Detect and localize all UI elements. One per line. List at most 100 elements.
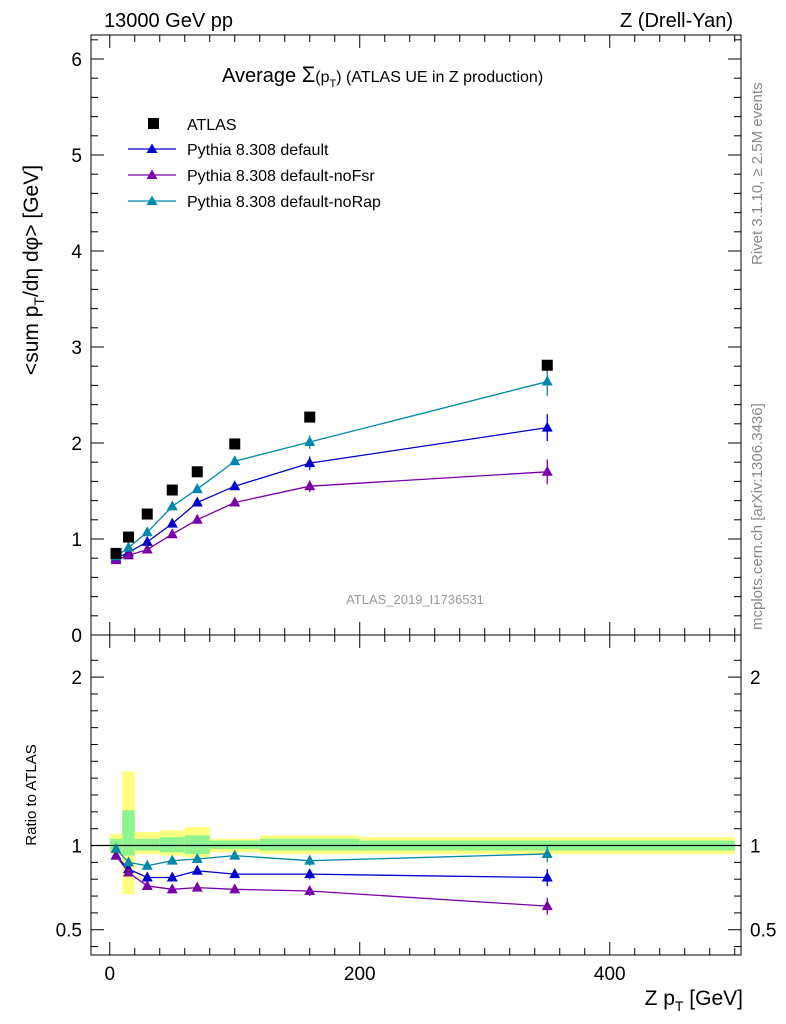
data-point (141, 508, 153, 520)
series-point (141, 535, 153, 546)
ratio-line-0 (115, 855, 548, 879)
ratio-stat-band (159, 837, 185, 853)
series-point (541, 465, 553, 476)
ratio-point (229, 883, 241, 894)
series-point (229, 496, 241, 507)
header-process: Z (Drell-Yan) (620, 10, 733, 32)
main-axis-ticks: 0 1 2 3 4 5 6 (71, 35, 741, 647)
ratio-point (110, 842, 122, 853)
series-point (229, 455, 241, 466)
series-point (123, 541, 134, 552)
x-axis-title: Z pT [GeV] (645, 987, 743, 1014)
y-axis-title: <sum pT/dη dφ> [GeV] (20, 165, 47, 375)
ratio-plot-panel: 0.5 0.5 1 1 2 2 Ratio to ATLAS (23, 634, 776, 956)
ratio-tick-label: 0.5 (56, 921, 82, 942)
ratio-tick-label-right: 2 (750, 668, 761, 689)
mcplots-label: mcplots.cern.ch [arXiv:1306.3436] (749, 403, 766, 630)
ratio-plot-frame (90, 634, 742, 956)
y-tick-label: 0 (71, 626, 82, 647)
plot-title: Average Σ(pT) (ATLAS UE in Z production) (222, 62, 543, 90)
x-tick-labels: 0 200 400 (104, 964, 625, 985)
data-point (191, 466, 203, 478)
ratio-point (123, 866, 134, 877)
series-point (191, 496, 203, 507)
ratio-point (191, 864, 203, 875)
main-series-group (110, 367, 553, 565)
ratio-point (141, 859, 153, 870)
ratio-point (166, 871, 178, 882)
ratio-axis-ticks: 0.5 0.5 1 1 2 2 (56, 635, 776, 955)
legend: ATLAS Pythia 8.308 default Pythia 8.308 … (128, 117, 381, 211)
ratio-point (304, 868, 316, 879)
series-line-0 (115, 426, 548, 559)
series-point (123, 549, 134, 560)
legend-label-default: Pythia 8.308 default (187, 142, 329, 159)
series-line-2 (115, 380, 548, 557)
series-point (166, 528, 178, 539)
data-point (166, 484, 178, 496)
ratio-point (123, 856, 134, 867)
legend-label-atlas: ATLAS (187, 117, 237, 134)
ratio-axis-title: Ratio to ATLAS (23, 744, 40, 845)
ratio-point (229, 849, 241, 860)
ratio-point (229, 868, 241, 879)
ratio-stat-band (134, 838, 160, 851)
y-tick-label: 4 (71, 242, 82, 263)
data-point (541, 359, 553, 371)
ratio-point (191, 853, 203, 863)
data-point (123, 531, 134, 543)
data-point (304, 411, 316, 423)
x-tick-label: 0 (104, 964, 115, 985)
x-tick-label: 400 (594, 964, 626, 985)
series-point (191, 483, 203, 494)
y-tick-label: 5 (71, 146, 82, 167)
legend-label-norap: Pythia 8.308 default-noRap (187, 194, 381, 211)
main-data-points (110, 359, 553, 559)
ratio-point (166, 883, 178, 894)
y-tick-label: 2 (71, 434, 82, 455)
legend-label-nofsr: Pythia 8.308 default-noFsr (187, 168, 375, 185)
data-point (229, 438, 241, 450)
x-tick-label: 200 (344, 964, 376, 985)
series-point (304, 457, 316, 468)
ratio-tick-label-right: 0.5 (750, 921, 776, 942)
series-point (191, 513, 203, 524)
legend-marker-default (146, 143, 158, 153)
series-point (541, 375, 553, 386)
ratio-stat-band (184, 835, 210, 854)
ratio-line-1 (115, 855, 548, 907)
y-tick-label: 1 (71, 530, 82, 551)
ratio-tick-label: 1 (71, 837, 82, 858)
ratio-point (191, 881, 203, 892)
series-point (141, 526, 153, 537)
legend-marker-norap (146, 195, 158, 205)
ratio-point (166, 854, 178, 865)
series-point (166, 517, 178, 528)
ratio-point (110, 849, 122, 860)
analysis-label: ATLAS_2019_I1736531 (346, 592, 484, 607)
rivet-label: Rivet 3.1.10, ≥ 2.5M events (749, 83, 766, 266)
y-tick-label: 3 (71, 338, 82, 359)
ratio-tick-label-right: 1 (750, 837, 761, 858)
ratio-tick-label: 2 (71, 668, 82, 689)
ratio-point (541, 871, 553, 882)
main-plot-panel: 0 1 2 3 4 5 6 Average Σ(pT) (ATLAS UE in Z pro… (20, 34, 742, 647)
ratio-point (304, 854, 316, 865)
series-point (166, 500, 178, 511)
series-point (304, 436, 316, 447)
legend-marker-atlas (148, 118, 159, 129)
data-point (110, 547, 122, 559)
legend-marker-nofsr (146, 169, 158, 179)
series-point (229, 480, 241, 491)
series-line-1 (115, 471, 548, 561)
y-tick-label: 6 (71, 50, 82, 71)
header-collision: 13000 GeV pp (104, 10, 233, 32)
ratio-series-group (110, 842, 553, 915)
ratio-point (541, 847, 553, 858)
series-point (141, 543, 153, 554)
series-point (304, 480, 316, 491)
ratio-stat-band (259, 838, 360, 851)
ratio-point (141, 871, 153, 882)
series-point (541, 421, 553, 432)
